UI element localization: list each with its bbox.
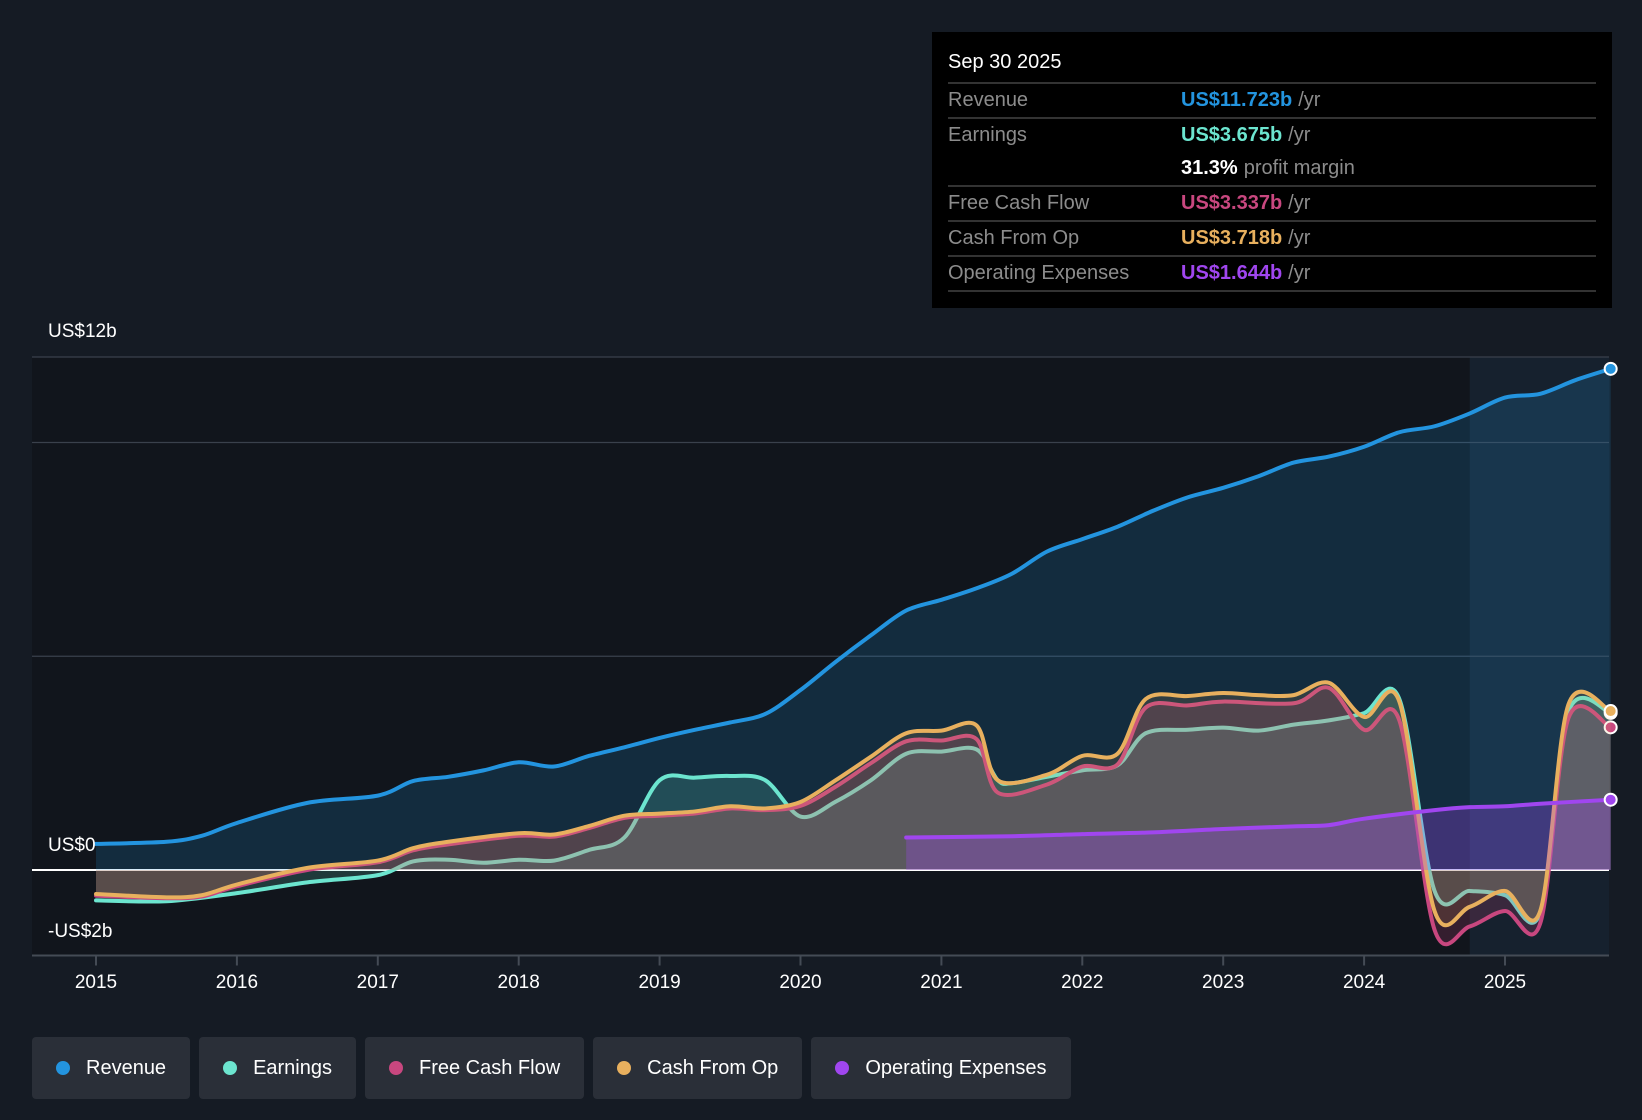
x-tick-label: 2019 <box>638 972 681 993</box>
tooltip-label: Cash From Op <box>948 227 1080 249</box>
tooltip: Sep 30 2025 Revenue US$11.723b/yr Earnings… <box>932 32 1612 308</box>
legend-item-operating-expenses[interactable]: Operating Expenses <box>811 1037 1071 1099</box>
legend-dot-icon <box>835 1061 850 1075</box>
tooltip-unit: /yr <box>1288 227 1311 249</box>
tooltip-row: Operating Expenses US$1.644b/yr <box>948 257 1596 292</box>
legend-dot-icon <box>223 1061 238 1075</box>
cash-from-op-area <box>96 682 1611 926</box>
free-cash-flow-end-point <box>1603 720 1618 735</box>
tooltip-row: 31.3% profit margin <box>948 152 1596 187</box>
y-tick-label: US$0 <box>48 835 96 856</box>
tooltip-unit: profit margin <box>1243 157 1355 179</box>
y-tick-label: US$12b <box>48 321 117 342</box>
legend-dot-icon <box>56 1061 70 1075</box>
earnings-area <box>96 688 1611 923</box>
tooltip-value: US$3.675b <box>1181 124 1283 146</box>
x-tick-label: 2024 <box>1342 972 1386 993</box>
x-tick-label: 2023 <box>1202 972 1245 993</box>
operating-expenses-end-point <box>1603 792 1618 807</box>
legend-label: Cash From Op <box>647 1056 779 1079</box>
cash-from-op-end-point <box>1603 704 1618 719</box>
legend-label: Revenue <box>86 1056 167 1079</box>
tooltip-value: US$1.644b <box>1181 262 1283 284</box>
legend-item-earnings[interactable]: Earnings <box>199 1037 356 1099</box>
legend-item-free-cash-flow[interactable]: Free Cash Flow <box>365 1037 585 1099</box>
revenue-end-point <box>1603 361 1618 376</box>
tooltip-value: US$3.337b <box>1181 192 1283 214</box>
legend-dot-icon <box>617 1061 632 1075</box>
tooltip-row: Revenue US$11.723b/yr <box>948 84 1596 119</box>
legend-item-cash-from-op[interactable]: Cash From Op <box>593 1037 803 1099</box>
tooltip-row: Cash From Op US$3.718b/yr <box>948 222 1596 257</box>
tooltip-value: US$11.723b <box>1181 89 1293 111</box>
free-cash-flow-area <box>96 687 1611 945</box>
x-tick-label: 2022 <box>1061 972 1104 993</box>
tooltip-unit: /yr <box>1288 124 1311 146</box>
x-tick-label: 2025 <box>1483 972 1527 993</box>
cash-from-op-line <box>94 680 1613 928</box>
tooltip-unit: /yr <box>1288 262 1311 284</box>
x-tick-label: 2017 <box>356 972 399 993</box>
tooltip-value: US$3.718b <box>1181 227 1283 249</box>
tooltip-row: Free Cash Flow US$3.337b/yr <box>948 187 1596 222</box>
free-cash-flow-line <box>94 685 1613 947</box>
tooltip-unit: /yr <box>1288 192 1311 214</box>
legend-dot-icon <box>389 1061 403 1075</box>
tooltip-label: Free Cash Flow <box>948 192 1090 214</box>
tooltip-value: 31.3% <box>1181 157 1238 179</box>
tooltip-date: Sep 30 2025 <box>948 48 1596 84</box>
legend-label: Operating Expenses <box>865 1056 1047 1079</box>
tooltip-label: Operating Expenses <box>948 262 1130 284</box>
x-tick-label: 2018 <box>497 972 540 993</box>
tooltip-unit: /yr <box>1298 89 1321 111</box>
tooltip-label: Earnings <box>948 124 1027 146</box>
revenue-line <box>94 366 1613 846</box>
x-tick-label: 2020 <box>779 972 822 993</box>
tooltip-label: Revenue <box>948 89 1029 111</box>
legend-item-revenue[interactable]: Revenue <box>32 1037 191 1099</box>
operating-expenses-line <box>904 797 1613 840</box>
legend-label: Free Cash Flow <box>419 1056 561 1079</box>
operating-expenses-area <box>906 799 1611 870</box>
legend: Revenue Earnings Free Cash Flow Cash From O… <box>32 1037 1071 1099</box>
revenue-area <box>96 368 1611 870</box>
y-tick-label: -US$2b <box>48 921 113 942</box>
x-tick-label: 2016 <box>215 972 259 993</box>
tooltip-row: Earnings US$3.675b/yr <box>948 119 1596 152</box>
legend-label: Earnings <box>253 1056 332 1079</box>
x-tick-label: 2015 <box>74 972 118 993</box>
x-tick-label: 2021 <box>920 972 963 993</box>
